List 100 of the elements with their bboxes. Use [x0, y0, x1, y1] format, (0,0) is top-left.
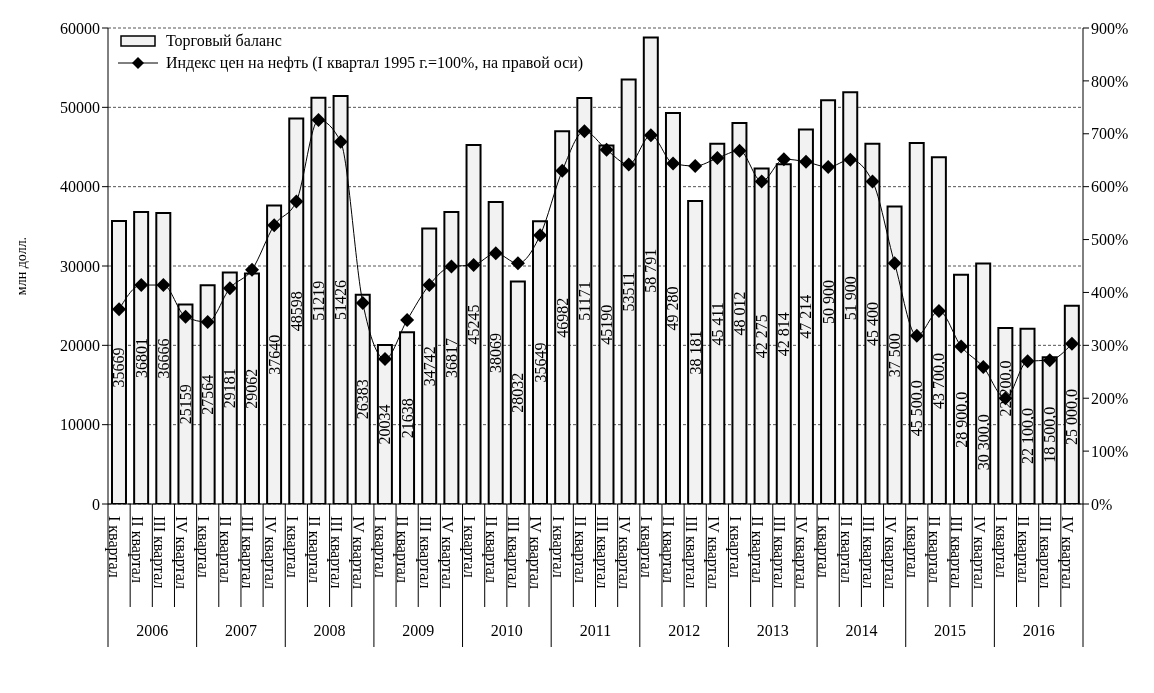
point [1020, 354, 1035, 369]
data-label: 35649 [531, 342, 549, 383]
point [222, 281, 237, 296]
data-label: 36817 [442, 337, 460, 378]
data-label: 20034 [376, 404, 394, 445]
x-tick-label: II квартал [304, 516, 323, 584]
x-tick-label: III квартал [415, 516, 434, 589]
x-tick-label: II квартал [216, 516, 235, 584]
point [200, 315, 215, 330]
y2-tick-label: 600% [1091, 178, 1129, 196]
x-tick-label: I квартал [637, 516, 656, 578]
x-tick-label: IV квартал [349, 516, 368, 590]
data-label: 43 700,0 [930, 353, 948, 410]
y-tick-label: 60000 [60, 19, 100, 37]
point [466, 257, 481, 272]
point [267, 218, 282, 233]
point [156, 278, 171, 293]
y2-tick-label: 500% [1091, 231, 1129, 249]
point [821, 160, 836, 175]
data-label: 36666 [154, 338, 172, 379]
text: 2011 [579, 622, 612, 639]
x-tick-label: IV квартал [437, 516, 456, 590]
x-tick-label: I квартал [991, 516, 1010, 578]
data-label: 45 400 [863, 301, 881, 346]
y-tick-label: 40000 [60, 178, 100, 196]
data-label: 51219 [309, 280, 327, 321]
data-label: 42 275 [753, 314, 771, 359]
x-tick-label: IV квартал [969, 516, 988, 590]
data-label: 38 181 [686, 330, 704, 375]
data-label: 25159 [176, 384, 194, 425]
point [311, 113, 326, 128]
x-tick-label: III квартал [238, 516, 257, 589]
data-label: 29181 [221, 368, 239, 409]
x-tick-label: I квартал [903, 516, 922, 578]
data-label: 27564 [199, 374, 217, 415]
point [422, 278, 437, 293]
point [909, 328, 924, 343]
data-label: 48598 [287, 291, 305, 332]
point [245, 262, 260, 277]
point [444, 259, 459, 274]
legend-label: Торговый баланс [166, 31, 282, 52]
point [134, 278, 149, 293]
data-label: 30 300,0 [974, 414, 992, 471]
point [555, 163, 570, 178]
text: 2014 [845, 622, 878, 639]
point [377, 352, 392, 367]
x-tick-label: I квартал [459, 516, 478, 578]
y-tick-label: 30000 [60, 257, 100, 275]
data-label: 35669 [110, 347, 128, 388]
data-label: 38069 [487, 332, 505, 373]
y-tick-label: 10000 [60, 416, 100, 434]
data-label: 45 500,0 [908, 380, 926, 437]
y2-tick-label: 900% [1091, 19, 1129, 37]
point [1042, 353, 1057, 368]
data-label: 37 500 [886, 333, 904, 378]
y2-tick-label: 800% [1091, 72, 1129, 90]
point [289, 194, 304, 209]
point [865, 174, 880, 189]
y2-tick-label: 0% [1091, 495, 1113, 513]
data-label: 45245 [465, 304, 483, 345]
data-label: 50 900 [819, 280, 837, 325]
data-label: 49 280 [664, 286, 682, 331]
data-label: 26383 [354, 379, 372, 420]
text: 2007 [224, 622, 257, 639]
point [754, 174, 769, 189]
x-tick-label: I квартал [548, 516, 567, 578]
x-tick-label: II квартал [748, 516, 767, 584]
y2-tick-label: 200% [1091, 389, 1129, 407]
data-label: 29062 [243, 368, 261, 409]
x-tick-label: II квартал [127, 516, 146, 584]
text: 2010 [490, 622, 523, 639]
data-label: 51426 [332, 280, 350, 321]
data-label: 53511 [620, 272, 638, 312]
y-tick-label: 20000 [60, 337, 100, 355]
data-label: 28 900,0 [952, 391, 970, 448]
x-tick-label: IV квартал [703, 516, 722, 590]
data-label: 34742 [420, 346, 438, 387]
x-tick-label: II квартал [393, 516, 412, 584]
x-tick-label: IV квартал [171, 516, 190, 590]
data-label: 45190 [597, 304, 615, 345]
legend-label: Индекс цен на нефть (I квартал 1995 г.=100%, на правой оси) [166, 53, 584, 74]
text: 2008 [313, 622, 346, 639]
x-tick-label: IV квартал [880, 516, 899, 590]
data-label: 58 791 [642, 248, 660, 293]
y2-tick-label: 400% [1091, 284, 1129, 302]
x-tick-label: III квартал [327, 516, 345, 589]
x-tick-label: I квартал [814, 516, 833, 578]
x-tick-label: II квартал [1013, 516, 1032, 584]
data-label: 42 814 [775, 312, 793, 357]
x-tick-label: III квартал [947, 516, 966, 589]
x-tick-label: II квартал [925, 516, 944, 584]
x-tick-label: I квартал [371, 516, 390, 578]
x-tick-label: II квартал [836, 516, 855, 584]
point [400, 312, 415, 327]
y-tick-label: 0 [92, 495, 100, 513]
x-tick-label: I квартал [282, 516, 301, 578]
y2-tick-label: 100% [1091, 442, 1129, 460]
data-label: 45 411 [708, 302, 726, 346]
text: 2016 [1022, 622, 1055, 639]
point [1064, 336, 1079, 351]
